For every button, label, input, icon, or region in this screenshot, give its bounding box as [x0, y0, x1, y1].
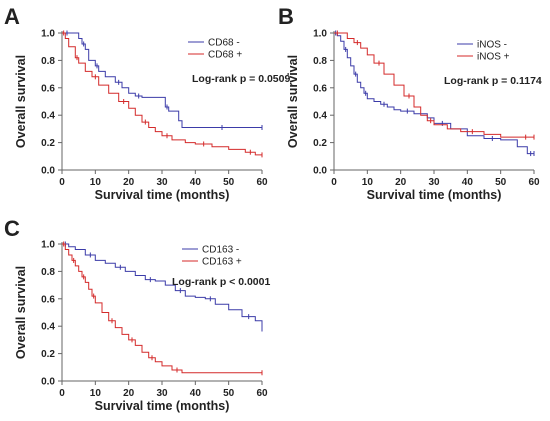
log-rank-annotation: Log-rank p = 0.0509: [192, 73, 290, 85]
x-tick-label: 20: [395, 177, 407, 188]
panel-letter: A: [4, 4, 20, 29]
y-tick-label: 0.6: [41, 294, 55, 305]
y-tick-label: 0.8: [41, 267, 55, 278]
x-tick-label: 0: [331, 177, 337, 188]
y-tick-label: 0.2: [41, 349, 55, 360]
y-axis-label: Overall survival: [286, 55, 300, 148]
y-tick-label: 0.0: [41, 166, 55, 177]
survival-curve-negative: [62, 243, 263, 329]
x-tick-label: 60: [528, 177, 540, 188]
x-tick-label: 40: [190, 388, 202, 399]
y-tick-label: 0.8: [41, 56, 55, 67]
y-tick-label: 0.4: [41, 111, 55, 122]
x-axis-label: Survival time (months): [95, 399, 230, 413]
x-tick-label: 0: [59, 177, 65, 188]
y-tick-label: 0.6: [41, 83, 55, 94]
y-tick-label: 0.0: [41, 377, 55, 388]
x-tick-label: 50: [495, 177, 507, 188]
x-tick-label: 50: [223, 177, 235, 188]
legend-label: iNOS +: [477, 52, 510, 63]
km-panel-c: C 0.0 0.2 0.4 0.6 0.8 1.0 0 10 20 30 40 50 60 Survival…: [4, 216, 270, 413]
x-tick-label: 10: [90, 388, 102, 399]
x-tick-label: 30: [428, 177, 440, 188]
y-tick-label: 1.0: [313, 29, 327, 40]
x-tick-label: 20: [123, 388, 135, 399]
y-tick-label: 0.2: [313, 138, 327, 149]
x-tick-label: 40: [190, 177, 202, 188]
legend-label: iNOS -: [477, 40, 507, 51]
x-tick-label: 60: [256, 177, 268, 188]
legend-label: CD163 -: [202, 245, 239, 256]
y-tick-label: 1.0: [41, 29, 55, 40]
panel-letter: B: [278, 4, 294, 29]
x-tick-label: 0: [59, 388, 65, 399]
survival-curve-positive: [62, 32, 262, 156]
x-tick-label: 60: [256, 388, 268, 399]
y-tick-label: 0.4: [41, 322, 55, 333]
km-panel-a: A 0.0 0.2 0.4 0.6 0.8 1.0 0 10 20 30 40 50 60 Survival…: [4, 4, 290, 202]
x-tick-label: 10: [362, 177, 374, 188]
y-axis-label: Overall survival: [14, 55, 28, 148]
log-rank-annotation: Log-rank p < 0.0001: [172, 276, 270, 288]
y-tick-label: 1.0: [41, 240, 55, 251]
y-tick-label: 0.6: [313, 83, 327, 94]
x-tick-label: 30: [156, 177, 168, 188]
x-tick-label: 40: [462, 177, 474, 188]
legend-label: CD68 -: [208, 38, 240, 49]
y-tick-label: 0.2: [41, 138, 55, 149]
x-axis-label: Survival time (months): [367, 188, 502, 202]
log-rank-annotation: Log-rank p = 0.1174: [444, 75, 542, 87]
legend-label: CD68 +: [208, 50, 242, 61]
y-tick-label: 0.0: [313, 166, 327, 177]
x-axis-label: Survival time (months): [95, 188, 230, 202]
x-tick-label: 50: [223, 388, 235, 399]
y-axis-label: Overall survival: [14, 266, 28, 359]
x-tick-label: 10: [90, 177, 102, 188]
survival-curve-positive: [62, 243, 262, 374]
legend-label: CD163 +: [202, 257, 242, 268]
y-tick-label: 0.8: [313, 56, 327, 67]
x-tick-label: 30: [156, 388, 168, 399]
panel-letter: C: [4, 216, 20, 241]
km-panel-b: B 0.0 0.2 0.4 0.6 0.8 1.0 0 10 20 30 40 50 60 Survival…: [278, 4, 542, 202]
y-tick-label: 0.4: [313, 111, 327, 122]
x-tick-label: 20: [123, 177, 135, 188]
